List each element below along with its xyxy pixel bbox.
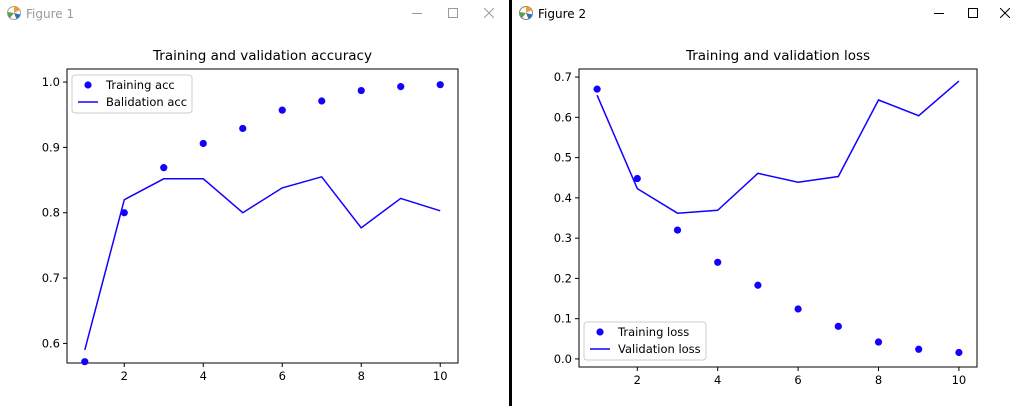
x-tick-label: 6 <box>279 369 286 383</box>
y-tick-label: 0.3 <box>554 231 572 245</box>
data-point <box>593 85 601 93</box>
x-tick-label: 4 <box>714 373 721 387</box>
y-tick-label: 0.8 <box>42 206 60 220</box>
series-line <box>596 80 960 214</box>
y-tick-label: 0.1 <box>554 312 572 326</box>
close-button[interactable] <box>988 0 1022 26</box>
matplotlib-icon <box>7 6 21 20</box>
x-tick-label: 2 <box>121 369 128 383</box>
y-tick-label: 0.7 <box>42 271 60 285</box>
data-point <box>436 81 444 89</box>
y-tick-label: 0.0 <box>554 352 572 366</box>
data-point <box>81 358 89 366</box>
y-tick-label: 0.5 <box>554 151 572 165</box>
legend-dot-marker <box>84 81 92 89</box>
chart-title: Training and validation loss <box>685 48 870 64</box>
legend-label: Training acc <box>105 78 175 92</box>
figure-2-window: Figure 2 Training and validation loss 2 4 6… <box>512 0 1024 406</box>
title-bar[interactable]: Figure 1 <box>0 0 509 26</box>
data-point <box>120 209 128 217</box>
axes-frame <box>578 68 978 368</box>
y-tick-label: 1.0 <box>42 75 60 89</box>
data-point <box>239 124 247 133</box>
data-point <box>397 83 405 91</box>
maximize-button[interactable] <box>436 0 470 26</box>
data-point <box>754 281 762 289</box>
figure-1-window: Figure 1 Training and validation accurac… <box>0 0 509 406</box>
y-tick-label: 0.4 <box>554 191 572 205</box>
window-title: Figure 1 <box>26 7 75 21</box>
minimize-button[interactable] <box>400 0 434 26</box>
maximize-icon <box>448 8 458 18</box>
legend-box <box>583 321 707 361</box>
legend-label: Training loss <box>617 325 689 339</box>
close-icon <box>1000 8 1010 18</box>
y-tick-label: 0.2 <box>554 271 572 285</box>
minimize-button[interactable] <box>922 0 956 26</box>
data-point <box>834 322 842 330</box>
x-tick-label: 4 <box>200 369 207 383</box>
x-tick-label: 2 <box>634 373 641 387</box>
maximize-button[interactable] <box>956 0 990 26</box>
accuracy-chart: Training and validation accuracy 2 4 6 8 10 0.… <box>42 48 459 383</box>
minimize-icon <box>412 13 422 14</box>
legend-label: Validation loss <box>618 342 701 356</box>
data-point <box>318 97 326 105</box>
data-point <box>794 305 802 313</box>
y-tick-label: 0.6 <box>42 336 60 350</box>
legend-box <box>71 74 193 114</box>
data-point <box>874 338 883 346</box>
x-tick-label: 6 <box>794 373 801 387</box>
window-title: Figure 2 <box>538 7 587 21</box>
data-point <box>955 348 963 357</box>
data-point <box>714 258 722 266</box>
data-point <box>915 345 923 353</box>
minimize-icon <box>934 13 944 14</box>
y-tick-label: 0.9 <box>42 140 60 154</box>
loss-chart: Training and validation loss 2 4 6 8 10 0.0 0.1… <box>554 48 978 387</box>
chart-title: Training and validation accuracy <box>152 48 372 64</box>
x-tick-label: 10 <box>952 373 967 387</box>
x-tick-label: 8 <box>358 369 365 383</box>
y-tick-label: 0.6 <box>554 110 572 124</box>
matplotlib-icon <box>519 6 533 20</box>
legend-label: Balidation acc <box>106 95 187 109</box>
y-tick-label: 0.7 <box>554 70 572 84</box>
series-line <box>84 175 441 351</box>
x-tick-label: 10 <box>433 369 448 383</box>
close-button[interactable] <box>472 0 506 26</box>
data-point <box>673 226 682 234</box>
data-point <box>278 106 286 114</box>
data-point <box>357 86 365 95</box>
close-icon <box>484 8 494 18</box>
maximize-icon <box>968 8 978 18</box>
x-tick-label: 8 <box>875 373 882 387</box>
data-point <box>160 164 168 172</box>
data-point <box>633 174 641 183</box>
axes-frame <box>66 68 459 364</box>
legend-dot-marker <box>596 328 604 336</box>
title-bar[interactable]: Figure 2 <box>512 0 1024 26</box>
data-point <box>199 139 207 148</box>
